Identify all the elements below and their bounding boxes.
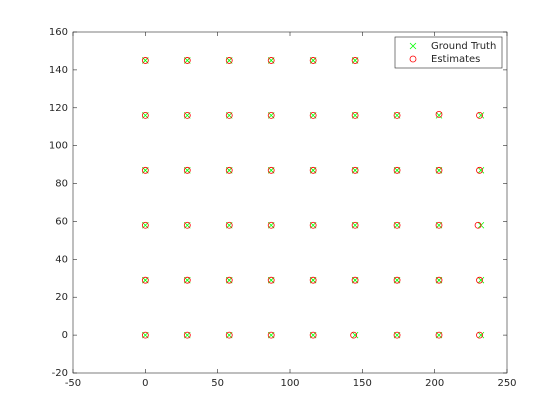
marker-circle <box>225 331 233 339</box>
marker-circle <box>141 166 149 174</box>
marker-circle <box>267 166 275 174</box>
marker-circle <box>476 331 483 339</box>
y-tick-label: 160 <box>49 27 68 38</box>
marker-circle <box>435 166 443 174</box>
x-tick-label: 150 <box>353 378 372 389</box>
y-tick-label: 100 <box>49 141 68 152</box>
marker-circle <box>409 55 417 63</box>
marker-x <box>477 167 485 174</box>
marker-circle <box>141 331 149 339</box>
marker-circle <box>350 331 358 339</box>
marker-circle <box>225 57 233 64</box>
marker-circle <box>393 111 401 119</box>
x-tick-label: 250 <box>497 378 516 389</box>
x-tick-label: -50 <box>65 378 81 389</box>
marker-x <box>477 331 485 339</box>
marker-x <box>435 112 443 119</box>
marker-circle <box>141 57 149 64</box>
x-tick-label: 50 <box>211 378 224 389</box>
marker-circle <box>309 221 317 229</box>
marker-circle <box>267 111 275 119</box>
x-tick-label: 100 <box>280 378 299 389</box>
marker-circle <box>476 276 483 284</box>
plot-area <box>72 31 508 374</box>
marker-circle <box>309 111 317 119</box>
marker-circle <box>351 57 359 64</box>
marker-circle <box>351 276 359 284</box>
marker-circle <box>183 221 191 229</box>
marker-x <box>477 112 485 119</box>
marker-circle <box>435 276 443 284</box>
x-tick-label: 200 <box>425 378 444 389</box>
marker-circle <box>351 111 359 119</box>
y-tick-label: 120 <box>49 103 68 114</box>
marker-x <box>351 331 359 339</box>
marker-circle <box>225 221 233 229</box>
marker-circle <box>474 221 482 229</box>
y-tick-label: 0 <box>62 330 68 341</box>
marker-circle <box>225 166 233 174</box>
legend-label: Estimates <box>431 54 480 65</box>
marker-circle <box>435 331 443 339</box>
marker-circle <box>183 166 191 174</box>
marker-circle <box>225 276 233 284</box>
marker-circle <box>141 111 149 119</box>
marker-circle <box>393 221 401 229</box>
marker-circle <box>183 276 191 284</box>
y-tick-label: 80 <box>55 179 68 190</box>
y-tick-label: 40 <box>55 254 68 265</box>
marker-circle <box>393 276 401 284</box>
marker-circle <box>309 57 317 64</box>
marker-circle <box>267 57 275 64</box>
marker-x <box>477 276 485 284</box>
marker-circle <box>183 111 191 119</box>
legend <box>394 36 503 69</box>
marker-x <box>409 42 417 50</box>
marker-circle <box>476 166 483 174</box>
y-tick-label: 20 <box>55 292 68 303</box>
y-tick-label: 140 <box>49 65 68 76</box>
marker-circle <box>267 276 275 284</box>
marker-circle <box>309 166 317 174</box>
marker-circle <box>225 111 233 119</box>
y-tick-label: -20 <box>52 368 68 379</box>
marker-circle <box>183 331 191 339</box>
marker-circle <box>435 221 443 229</box>
marker-circle <box>435 111 443 118</box>
marker-circle <box>393 166 401 174</box>
marker-circle <box>141 276 149 284</box>
marker-circle <box>393 331 401 339</box>
marker-circle <box>476 111 483 119</box>
marker-circle <box>267 221 275 229</box>
marker-circle <box>351 221 359 229</box>
marker-circle <box>183 57 191 64</box>
marker-circle <box>309 276 317 284</box>
marker-circle <box>309 331 317 339</box>
marker-circle <box>141 221 149 229</box>
x-tick-label: 0 <box>142 378 148 389</box>
marker-circle <box>351 166 359 174</box>
marker-circle <box>267 331 275 339</box>
legend-label: Ground Truth <box>431 41 496 52</box>
y-tick-label: 60 <box>55 216 68 227</box>
